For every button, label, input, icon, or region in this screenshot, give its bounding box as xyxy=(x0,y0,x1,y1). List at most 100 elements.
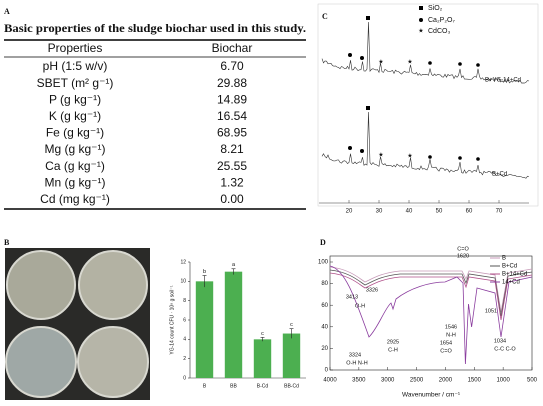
annotation: 1034 xyxy=(494,338,506,344)
x-tick-label: B-Cd xyxy=(257,383,269,389)
x-tick-label: 60 xyxy=(466,209,473,215)
table-cell: Mg (g kg⁻¹) xyxy=(44,142,105,156)
y-tick-label: 6 xyxy=(183,317,186,323)
panel-label: A xyxy=(4,7,10,16)
x-tick-label: 1500 xyxy=(468,378,482,384)
table-cell: 14.89 xyxy=(217,92,247,106)
table-cell: pH (1:5 w/v) xyxy=(43,59,108,73)
annotation: 3413 xyxy=(346,294,358,300)
legend-label: 14+Cd xyxy=(502,280,520,286)
xrd-curve xyxy=(321,111,530,179)
panel-frame xyxy=(317,3,539,207)
y-tick-label: 0 xyxy=(325,368,329,374)
table-cell: 29.88 xyxy=(217,76,247,90)
y-tick-label: 100 xyxy=(318,260,329,266)
panel-label: D xyxy=(320,238,326,247)
legend-label: CdCO₃ xyxy=(428,28,450,35)
y-tick-label: 2 xyxy=(183,356,186,362)
table-cell: Cd (mg kg⁻¹) xyxy=(40,192,110,206)
bar xyxy=(253,339,272,378)
legend-label: B+14+Cd xyxy=(502,272,527,278)
x-tick-label: 30 xyxy=(376,209,383,215)
y-tick-label: 0 xyxy=(183,375,186,381)
annotation: O-H xyxy=(355,303,365,309)
x-tick-label: 500 xyxy=(527,378,538,384)
table-cell: 68.95 xyxy=(217,126,247,140)
y-tick-label: 4 xyxy=(183,337,186,343)
ftir-curves xyxy=(329,265,533,365)
x-tick-label: 40 xyxy=(406,209,413,215)
significance-label: b xyxy=(203,269,206,275)
bar xyxy=(224,271,243,378)
table-cell: P (g kg⁻¹) xyxy=(49,92,101,106)
bar xyxy=(195,281,214,378)
legend-label: B+Cd xyxy=(502,264,517,270)
petri-photo xyxy=(5,248,150,400)
table-cell: 16.54 xyxy=(217,109,247,123)
annotation: C=O xyxy=(440,348,452,354)
table-cell: 0.00 xyxy=(220,192,244,206)
annotation: 1620 xyxy=(457,253,469,259)
y-axis-label: YG-14 count CFU · 10⁸ g soil⁻¹ xyxy=(169,285,175,355)
panel-label: B xyxy=(4,238,10,247)
x-tick-label: BB-Cd xyxy=(284,383,299,389)
x-tick-label: 20 xyxy=(346,209,353,215)
annotation: 1654 xyxy=(440,340,452,346)
x-tick-label: 4000 xyxy=(323,378,337,384)
y-tick-label: 40 xyxy=(321,324,328,330)
svg-text:★: ★ xyxy=(378,59,383,66)
annotation: C=O xyxy=(457,246,469,252)
xrd-markers: ★ ★ ★ ★ xyxy=(348,16,480,161)
y-tick-label: 60 xyxy=(321,303,328,309)
curve-label: B+Cd xyxy=(492,172,507,178)
x-tick-label: 3500 xyxy=(352,378,366,384)
svg-text:★: ★ xyxy=(378,152,383,159)
x-tick-label: 50 xyxy=(436,209,443,215)
table-cell: 25.55 xyxy=(217,159,247,173)
x-tick-label: 3000 xyxy=(381,378,395,384)
annotation: 1546 xyxy=(445,324,457,330)
legend-symbol: ★ xyxy=(418,28,423,35)
svg-text:★: ★ xyxy=(407,59,412,66)
annotation: 3326 xyxy=(366,287,378,293)
x-tick-label: 2000 xyxy=(439,378,453,384)
table-cell: K (g kg⁻¹) xyxy=(49,109,101,123)
significance-label: a xyxy=(232,262,236,268)
y-tick-label: 12 xyxy=(180,259,186,265)
legend-symbol xyxy=(419,18,423,22)
table-cell: 1.32 xyxy=(220,175,244,189)
x-tick-label: 70 xyxy=(496,209,503,215)
significance-label: c xyxy=(290,322,293,328)
annotation: 2925 xyxy=(387,339,399,345)
table-cell: 6.70 xyxy=(220,59,244,73)
panel-label: C xyxy=(322,12,328,21)
curve-label: B+YG-14+Cd xyxy=(485,78,521,84)
plot-frame xyxy=(329,255,533,371)
table-cell: Fe (g kg⁻¹) xyxy=(46,126,104,140)
annotation: O-H N-H xyxy=(346,360,367,366)
annotation: N-H xyxy=(446,332,456,338)
table-title: Basic properties of the sludge biochar u… xyxy=(4,21,306,35)
x-tick-label: BB xyxy=(230,383,237,389)
x-tick-label: 2500 xyxy=(410,378,424,384)
table-cell: Ca (g kg⁻¹) xyxy=(45,159,105,173)
significance-label: c xyxy=(261,331,264,337)
table-cell: Mn (g kg⁻¹) xyxy=(44,175,105,189)
annotation: 3324 xyxy=(349,352,361,358)
legend-label: B xyxy=(502,256,506,262)
svg-text:★: ★ xyxy=(407,153,412,160)
xrd-curve xyxy=(321,21,530,84)
y-tick-label: 80 xyxy=(321,281,328,287)
table-cell: 8.21 xyxy=(220,142,244,156)
y-tick-label: 10 xyxy=(180,279,186,285)
annotation: 1051 xyxy=(485,308,497,314)
legend-label: SiO₂ xyxy=(428,5,443,12)
legend-symbol xyxy=(419,6,423,10)
bar xyxy=(282,333,301,378)
y-tick-label: 20 xyxy=(321,346,328,352)
x-tick-label: 1000 xyxy=(496,378,510,384)
y-tick-label: 8 xyxy=(183,298,186,304)
x-axis-label: Wavenumber / cm⁻¹ xyxy=(402,392,461,399)
table-cell: SBET (m² g⁻¹) xyxy=(37,76,114,90)
